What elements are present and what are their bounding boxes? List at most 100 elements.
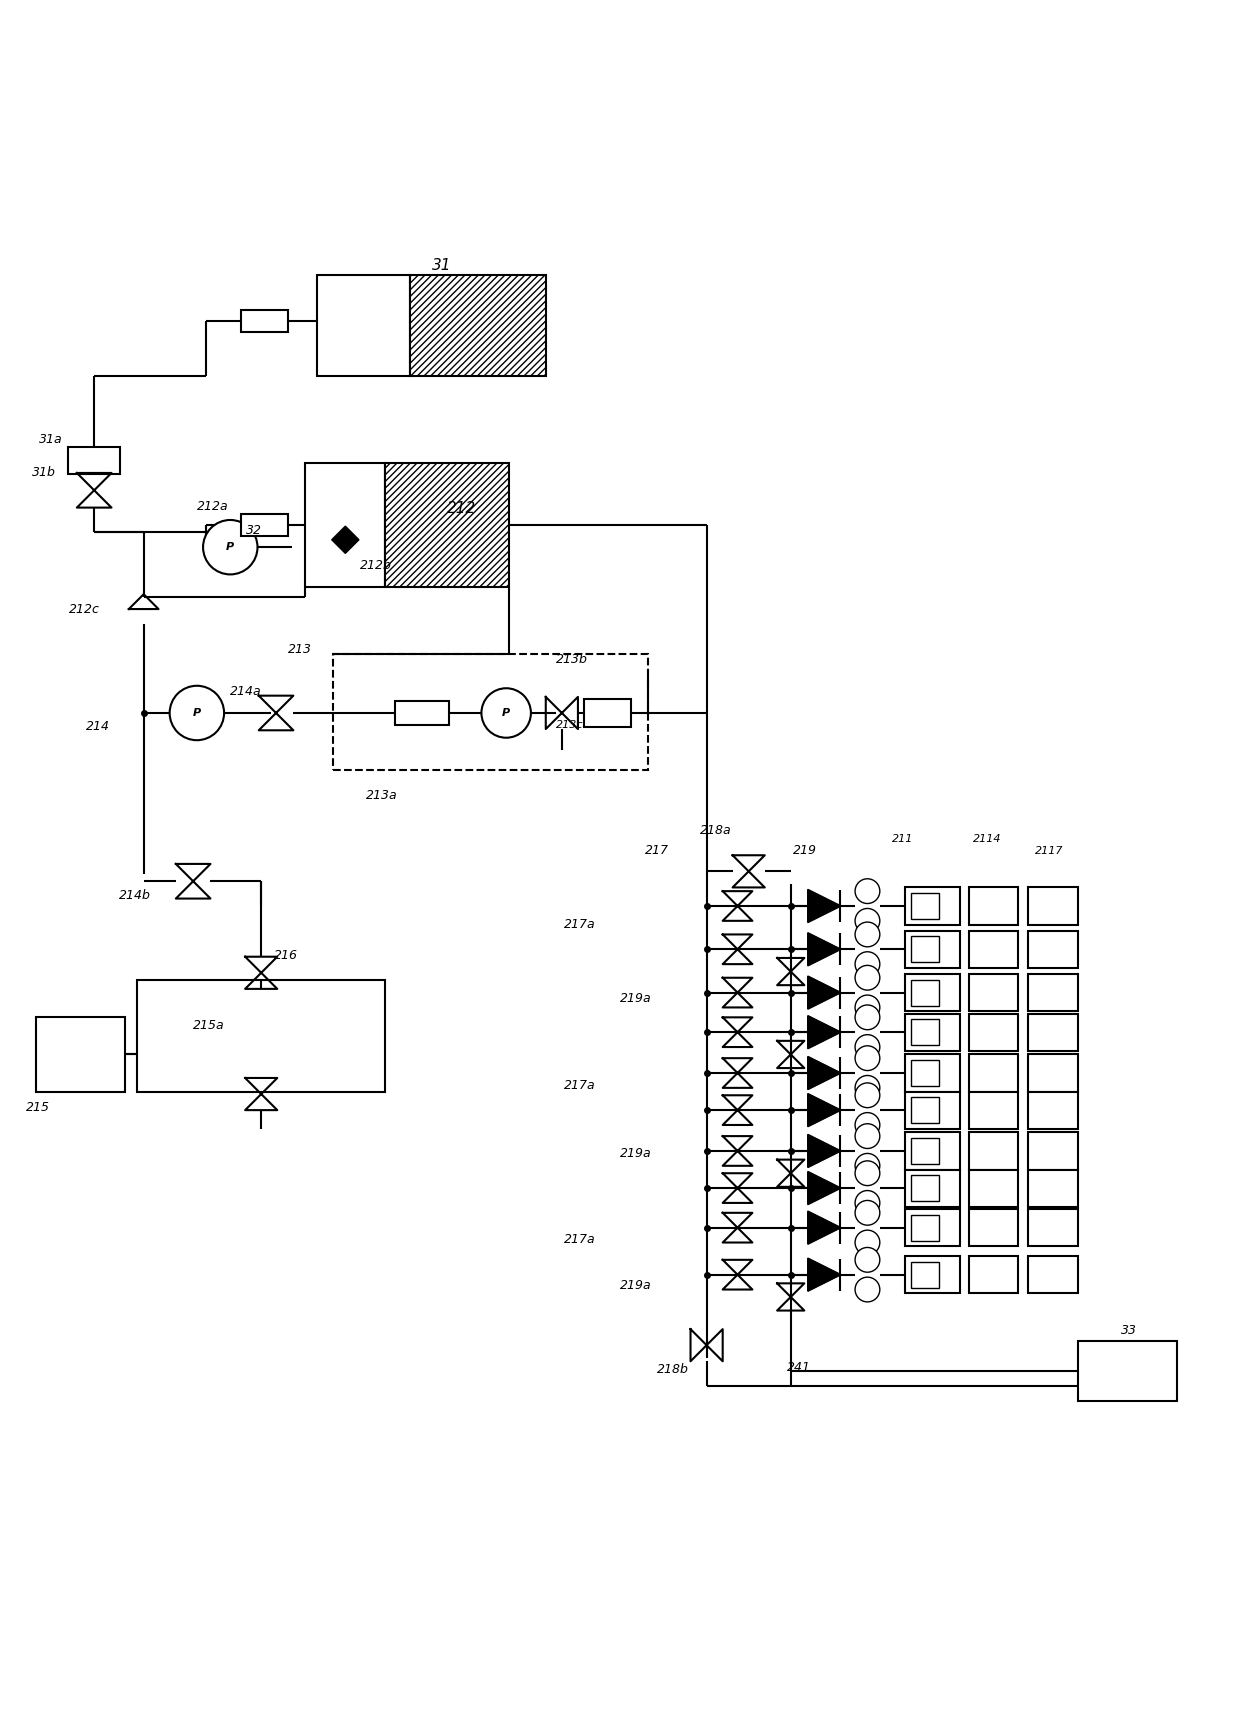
- Text: 32: 32: [247, 524, 263, 538]
- Text: 218a: 218a: [701, 824, 732, 836]
- Text: 212b: 212b: [360, 558, 392, 572]
- Polygon shape: [808, 1136, 841, 1167]
- Circle shape: [856, 1278, 880, 1302]
- Bar: [968, 930, 1018, 968]
- Polygon shape: [808, 934, 841, 966]
- Bar: [910, 1060, 939, 1086]
- Bar: [910, 937, 939, 963]
- Circle shape: [856, 966, 880, 990]
- Bar: [968, 1014, 1018, 1050]
- Text: P: P: [502, 707, 510, 718]
- Bar: [910, 1262, 939, 1288]
- Circle shape: [856, 1191, 880, 1215]
- Circle shape: [856, 879, 880, 903]
- Text: 217a: 217a: [564, 918, 596, 930]
- Circle shape: [856, 1161, 880, 1185]
- Text: 31b: 31b: [32, 466, 56, 480]
- Bar: [1028, 975, 1078, 1011]
- Text: 241: 241: [787, 1360, 811, 1374]
- Bar: [904, 930, 960, 968]
- Circle shape: [856, 1035, 880, 1059]
- Bar: [138, 980, 384, 1091]
- Bar: [968, 887, 1018, 925]
- Bar: [394, 701, 449, 725]
- Text: 213c: 213c: [556, 719, 583, 730]
- Circle shape: [856, 1230, 880, 1256]
- Bar: [904, 887, 960, 925]
- Bar: [384, 463, 508, 588]
- Text: 2117: 2117: [1034, 846, 1063, 856]
- Bar: [910, 1215, 939, 1240]
- Text: 212: 212: [446, 502, 476, 516]
- Polygon shape: [808, 1211, 841, 1244]
- Bar: [1028, 930, 1078, 968]
- Text: 212c: 212c: [69, 603, 100, 617]
- Bar: [904, 1091, 960, 1129]
- Polygon shape: [808, 976, 841, 1009]
- Bar: [910, 1019, 939, 1045]
- Text: 2114: 2114: [972, 834, 1001, 845]
- Circle shape: [856, 1124, 880, 1148]
- Bar: [910, 1096, 939, 1124]
- Circle shape: [856, 1247, 880, 1273]
- Bar: [904, 975, 960, 1011]
- Bar: [1078, 1341, 1177, 1401]
- Circle shape: [856, 922, 880, 947]
- Circle shape: [203, 521, 258, 574]
- Text: P: P: [226, 543, 234, 552]
- Text: 213: 213: [289, 642, 312, 656]
- Text: 215: 215: [26, 1101, 50, 1113]
- Text: 214b: 214b: [119, 889, 151, 903]
- Bar: [904, 1055, 960, 1091]
- Bar: [317, 276, 409, 377]
- Bar: [1028, 887, 1078, 925]
- Text: 31a: 31a: [38, 433, 62, 445]
- Text: 214: 214: [86, 719, 109, 733]
- Bar: [242, 310, 289, 332]
- Text: 215a: 215a: [193, 1019, 224, 1033]
- Bar: [1028, 1132, 1078, 1170]
- Circle shape: [170, 685, 224, 740]
- Bar: [904, 1209, 960, 1247]
- Text: 213a: 213a: [366, 790, 398, 802]
- Text: 219: 219: [794, 843, 817, 856]
- Text: 217: 217: [645, 843, 668, 856]
- Circle shape: [856, 1153, 880, 1179]
- Text: 212a: 212a: [197, 500, 228, 512]
- Text: 218b: 218b: [657, 1364, 689, 1376]
- Text: 217a: 217a: [564, 1079, 596, 1091]
- Bar: [910, 1175, 939, 1201]
- Bar: [904, 1132, 960, 1170]
- Bar: [1028, 1055, 1078, 1091]
- Bar: [968, 975, 1018, 1011]
- Bar: [242, 514, 289, 536]
- Text: 211: 211: [893, 834, 914, 845]
- Polygon shape: [808, 891, 841, 922]
- Bar: [904, 1014, 960, 1050]
- Text: 219a: 219a: [620, 1280, 652, 1292]
- Circle shape: [481, 689, 531, 738]
- Bar: [904, 1256, 960, 1293]
- Circle shape: [856, 1047, 880, 1071]
- Text: P: P: [192, 707, 201, 718]
- Bar: [584, 699, 631, 726]
- Text: 31: 31: [432, 257, 451, 272]
- Bar: [1028, 1091, 1078, 1129]
- Circle shape: [856, 952, 880, 976]
- Bar: [968, 1170, 1018, 1206]
- Polygon shape: [808, 1259, 841, 1292]
- Bar: [1028, 1256, 1078, 1293]
- Circle shape: [856, 1083, 880, 1108]
- Polygon shape: [808, 1057, 841, 1089]
- Circle shape: [856, 1006, 880, 1030]
- Bar: [68, 447, 120, 475]
- Bar: [968, 1209, 1018, 1247]
- Text: 33: 33: [1121, 1324, 1137, 1336]
- Bar: [305, 463, 384, 588]
- Bar: [904, 1170, 960, 1206]
- Bar: [968, 1256, 1018, 1293]
- Bar: [910, 1137, 939, 1163]
- Text: 219a: 219a: [620, 1146, 652, 1160]
- Bar: [1028, 1170, 1078, 1206]
- Bar: [409, 276, 546, 377]
